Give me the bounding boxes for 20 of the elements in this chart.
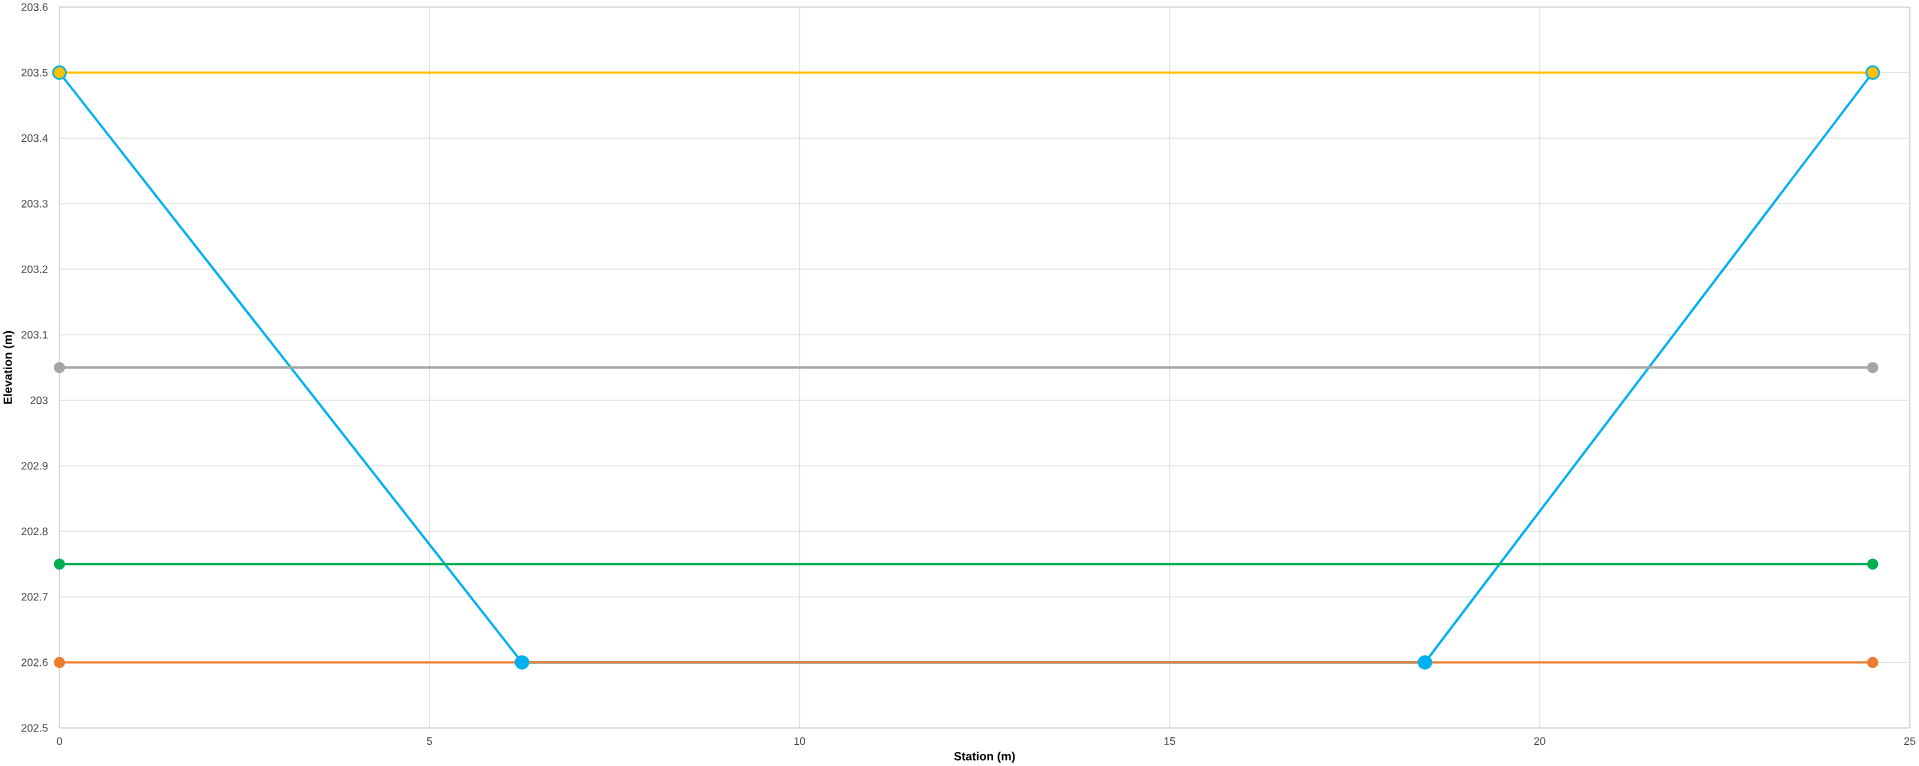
y-tick-label: 202.7 <box>21 593 48 601</box>
x-tick-label: 0 <box>56 737 63 745</box>
y-tick-label: 203 <box>30 396 48 405</box>
y-tick-label: 202.5 <box>21 724 48 732</box>
x-axis-title: Station (m) <box>954 751 1015 763</box>
y-tick-label: 203.1 <box>21 330 48 339</box>
y-tick-label: 202.8 <box>21 527 48 536</box>
x-tick-label: 15 <box>1164 737 1176 745</box>
y-tick-label: 203.5 <box>21 68 48 77</box>
y-tick-label: 202.9 <box>21 462 48 470</box>
x-tick-label: 5 <box>426 737 433 745</box>
y-tick-label: 203.3 <box>21 199 48 208</box>
y-tick-label: 203.6 <box>21 3 48 11</box>
x-tick-label: 20 <box>1534 737 1546 745</box>
y-tick-label: 203.4 <box>21 134 48 142</box>
x-tick-label: 25 <box>1904 737 1916 745</box>
y-axis-title: Elevation (m) <box>3 331 15 404</box>
y-tick-label: 203.2 <box>21 265 48 274</box>
y-tick-label: 202.6 <box>21 658 48 667</box>
x-tick-label: 10 <box>794 737 806 745</box>
